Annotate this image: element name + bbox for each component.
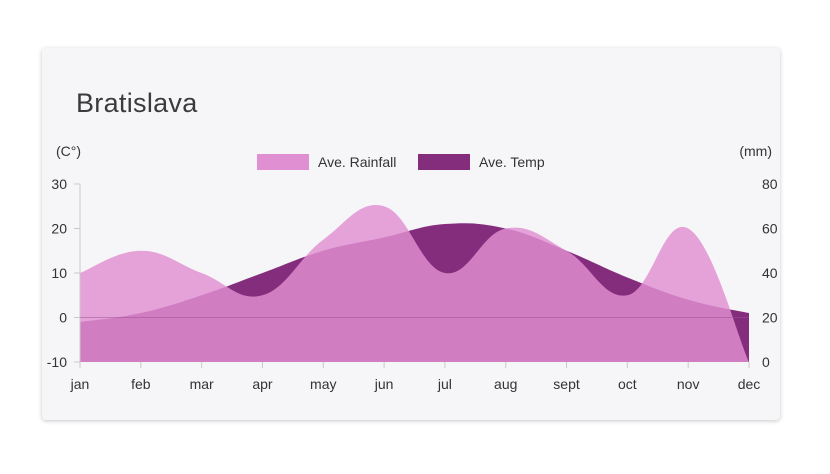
x-tick-label: nov [677,376,700,392]
legend-label-ave-rainfall: Ave. Rainfall [318,154,396,170]
y-right-tick-label: 0 [762,354,770,370]
y-right-axis-label: (mm) [739,143,772,159]
y-left-axis-label: (C°) [56,143,81,159]
legend-label-ave-temp: Ave. Temp [479,154,545,170]
x-tick-label: jan [70,376,90,392]
y-right-tick-label: 80 [762,176,778,192]
x-tick-label: jul [437,376,452,392]
y-left-tick-label: 20 [51,221,67,237]
x-tick-label: feb [131,376,151,392]
y-left-tick-label: -10 [47,354,67,370]
x-tick-label: aug [494,376,517,392]
series-area-ave-rainfall [80,205,749,362]
x-tick-label: dec [738,376,761,392]
legend-swatch-ave-rainfall [257,154,309,170]
y-right-tick-label: 40 [762,265,778,281]
x-tick-label: may [310,376,336,392]
y-right-tick-label: 60 [762,221,778,237]
x-tick-label: oct [618,376,637,392]
legend-swatch-ave-temp [418,154,470,170]
y-left-tick-label: 30 [51,176,67,192]
y-left-tick-label: 0 [59,310,67,326]
x-tick-label: mar [190,376,214,392]
y-right-tick-label: 20 [762,310,778,326]
y-left-tick-label: 10 [51,265,67,281]
x-tick-label: sept [553,376,580,392]
x-tick-label: apr [252,376,273,392]
x-tick-label: jun [374,376,394,392]
chart-title: Bratislava [76,88,198,118]
